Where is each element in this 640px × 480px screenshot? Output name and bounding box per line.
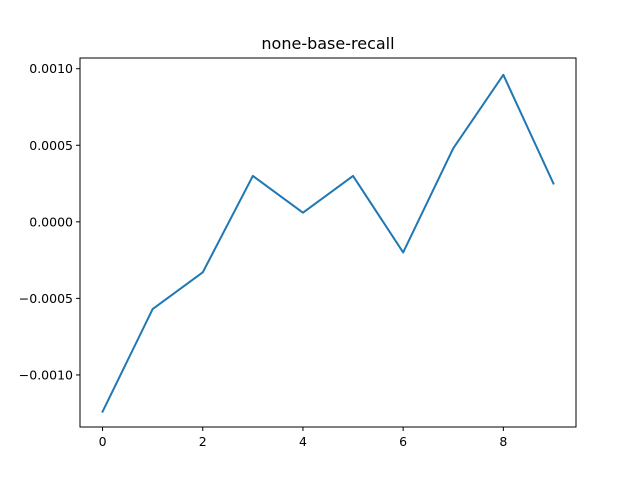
y-tick-label: 0.0005 (29, 138, 73, 153)
series-line-0 (101, 73, 555, 414)
x-tick-label: 6 (399, 434, 407, 449)
y-tick-label: 0.0010 (29, 61, 73, 76)
x-tick-label: 2 (199, 434, 207, 449)
axis-ticks: 0 2 4 6 8 −0.0010 −0.0005 0.0000 0.0005 0.0010 (19, 61, 508, 449)
y-tick-label: 0.0000 (29, 214, 73, 229)
series-group (101, 73, 555, 414)
chart-title: none-base-recall (261, 34, 394, 53)
x-tick-label: 8 (499, 434, 507, 449)
y-tick-label: −0.0005 (19, 291, 73, 306)
y-tick-label: −0.0010 (19, 367, 73, 382)
plot-area-frame (79, 57, 577, 428)
x-tick-label: 4 (299, 434, 307, 449)
x-tick-label: 0 (99, 434, 107, 449)
